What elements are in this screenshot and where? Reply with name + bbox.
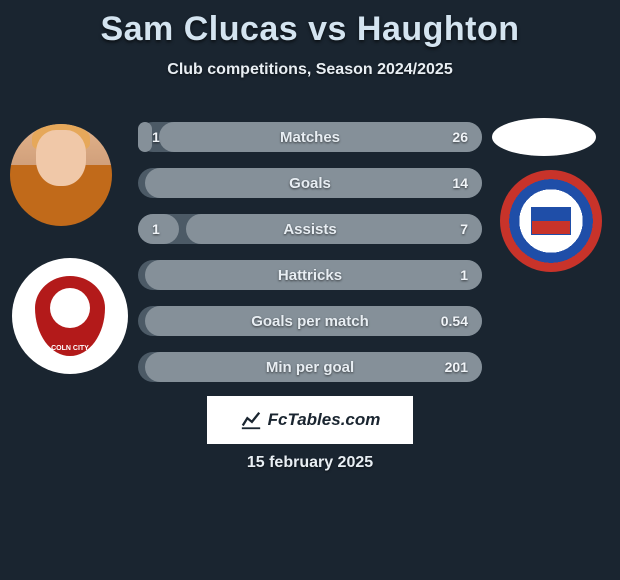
club-flag-shape xyxy=(531,207,571,235)
club-crest-shape: COLN CITY xyxy=(35,276,105,356)
date-text: 15 february 2025 xyxy=(0,454,620,472)
stat-value-right: 1 xyxy=(460,260,468,290)
stat-row: Matches1 26 xyxy=(138,122,482,152)
player-left-avatar xyxy=(10,124,112,226)
stat-row: Goals14 xyxy=(138,168,482,198)
stat-label: Hattricks xyxy=(138,260,482,290)
stat-value-right: 14 xyxy=(452,168,468,198)
brand-badge-text: FcTables.com xyxy=(268,410,381,430)
brand-logo-icon xyxy=(240,409,262,431)
stat-row: Hattricks1 xyxy=(138,260,482,290)
avatar-head-shape xyxy=(36,130,86,186)
stat-value-right: 26 xyxy=(452,122,468,152)
stat-row: Min per goal201 xyxy=(138,352,482,382)
stat-row: Goals per match0.54 xyxy=(138,306,482,336)
page-title: Sam Clucas vs Haughton xyxy=(0,0,620,49)
club-crest-text: COLN CITY xyxy=(51,345,89,352)
stats-comparison-area: Matches126Goals14Assists17Hattricks1Goal… xyxy=(138,122,482,398)
player-right-avatar xyxy=(492,118,596,156)
stat-label: Matches xyxy=(138,122,482,152)
player-left-club-logo: COLN CITY xyxy=(12,258,128,374)
stat-row: Assists1 7 xyxy=(138,214,482,244)
stat-label: Assists xyxy=(138,214,482,244)
stat-value-left: 1 xyxy=(152,122,160,152)
stat-label: Goals xyxy=(138,168,482,198)
page-subtitle: Club competitions, Season 2024/2025 xyxy=(0,61,620,79)
stat-value-right: 0.54 xyxy=(441,306,468,336)
player-right-club-logo xyxy=(500,170,602,272)
stat-label: Min per goal xyxy=(138,352,482,382)
brand-badge: FcTables.com xyxy=(207,396,413,444)
stat-value-left: 1 xyxy=(152,214,160,244)
stat-value-right: 201 xyxy=(445,352,468,382)
stat-value-right: 7 xyxy=(460,214,468,244)
stat-label: Goals per match xyxy=(138,306,482,336)
